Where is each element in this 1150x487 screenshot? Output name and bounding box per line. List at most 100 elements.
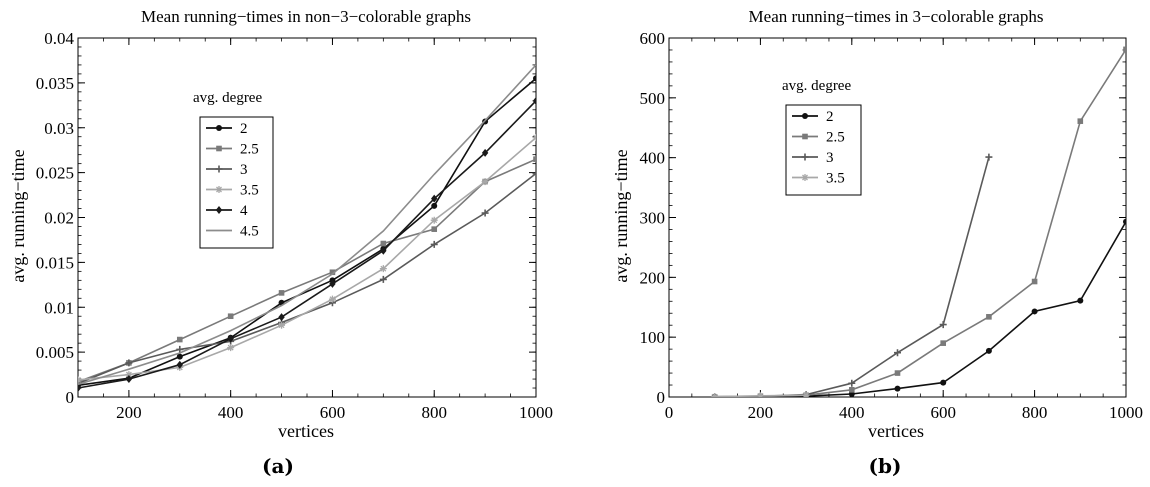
data-point [176, 360, 183, 369]
legend-item: 2 [206, 121, 248, 137]
legend-item: 3.5 [792, 171, 845, 187]
legend-item: 4.5 [206, 224, 259, 240]
chart-b-ylabel: avg. running−time [611, 149, 631, 282]
legend-label: 3 [240, 162, 248, 178]
data-point [533, 75, 536, 82]
x-tick-label: 1000 [519, 403, 553, 422]
x-tick-label: 0 [665, 403, 674, 422]
y-tick-label: 200 [640, 268, 666, 287]
series-4-5 [78, 64, 536, 386]
data-point [481, 209, 489, 217]
x-tick-label: 400 [839, 403, 865, 422]
series-2 [711, 218, 1126, 397]
y-tick-label: 0.025 [36, 164, 74, 183]
chart-b-xlabel: vertices [868, 421, 924, 441]
series-2-5 [711, 46, 1126, 397]
data-point [939, 321, 947, 329]
data-point [894, 370, 901, 376]
legend-label: 4 [240, 203, 248, 219]
chart-a: 200 400 600 800 1000 0 0.005 0.01 0.015 0.02 0.025… [36, 29, 553, 422]
legend-marker [215, 165, 223, 173]
legend-marker [801, 153, 809, 161]
legend-item: 2.5 [792, 130, 845, 146]
legend-label: 2 [240, 121, 248, 137]
data-point [329, 279, 336, 288]
legend: 2 2.5 3 3.5 4 4.5 [199, 116, 274, 249]
data-point [379, 265, 387, 273]
data-point [278, 313, 285, 322]
y-tick-label: 0.01 [44, 298, 74, 317]
x-tick-label: 600 [930, 403, 956, 422]
data-point [176, 345, 184, 353]
data-point [379, 275, 387, 283]
legend-marker [802, 133, 808, 140]
series-line [78, 100, 536, 389]
legend-box [199, 116, 274, 249]
data-point [940, 340, 946, 346]
x-tick-label: 200 [748, 403, 774, 422]
legend-marker [216, 145, 222, 152]
data-point [1123, 218, 1126, 225]
y-tick-label: 0.02 [44, 209, 74, 228]
series-line [714, 221, 1126, 397]
chart-b-frame [668, 37, 1127, 398]
data-point [481, 148, 489, 157]
y-tick-label: 0.035 [36, 74, 74, 93]
x-tick-label: 600 [320, 403, 346, 422]
data-point [176, 353, 183, 360]
data-point [848, 379, 856, 387]
data-point [78, 384, 82, 393]
legend-item: 3.5 [206, 183, 259, 199]
data-point [125, 375, 133, 384]
data-point [1077, 118, 1084, 124]
data-point [78, 376, 82, 384]
data-point [481, 178, 489, 186]
y-tick-label: 500 [640, 89, 666, 108]
legend-marker [215, 206, 223, 214]
data-point [431, 226, 438, 232]
legend-item: 2 [792, 109, 834, 125]
data-point [431, 202, 438, 209]
data-point [278, 290, 285, 296]
series-2 [78, 75, 536, 389]
data-point [532, 170, 536, 178]
series-4 [78, 96, 536, 393]
data-point [430, 240, 438, 248]
series-line [78, 158, 536, 383]
data-point [278, 321, 286, 329]
data-point [430, 216, 438, 224]
data-point [1077, 297, 1084, 304]
data-point [985, 153, 993, 161]
data-point [985, 347, 992, 354]
x-tick-label: 800 [1022, 403, 1048, 422]
series-3-5 [711, 391, 810, 397]
y-tick-label: 0.005 [36, 343, 74, 362]
data-point [380, 240, 387, 247]
data-point [380, 246, 387, 255]
series-2-5 [78, 156, 536, 385]
series-line [78, 172, 536, 385]
legend-label: 2.5 [826, 130, 845, 146]
legend-item: 2.5 [206, 142, 259, 158]
x-tick-label: 1000 [1109, 403, 1143, 422]
data-point [986, 314, 992, 320]
data-point [329, 269, 336, 276]
data-point [328, 295, 336, 303]
chart-b-title: Mean running−times in 3−colorable graphs [749, 7, 1044, 26]
legend-label: 2 [826, 109, 834, 125]
x-tick-label: 200 [116, 403, 142, 422]
data-point [227, 334, 234, 343]
legend-label: 3 [826, 150, 834, 166]
data-point [227, 313, 234, 320]
data-point [1031, 308, 1038, 315]
chart-a-frame [77, 37, 537, 398]
y-tick-label: 300 [640, 209, 666, 228]
y-tick-label: 600 [640, 29, 666, 48]
data-point [1031, 278, 1038, 285]
chart-a-title: Mean running−times in non−3−colorable gr… [141, 7, 471, 26]
data-point [176, 336, 183, 343]
data-point [711, 393, 719, 397]
legend-item: 4 [206, 203, 248, 219]
legend-label: 3.5 [826, 171, 845, 187]
